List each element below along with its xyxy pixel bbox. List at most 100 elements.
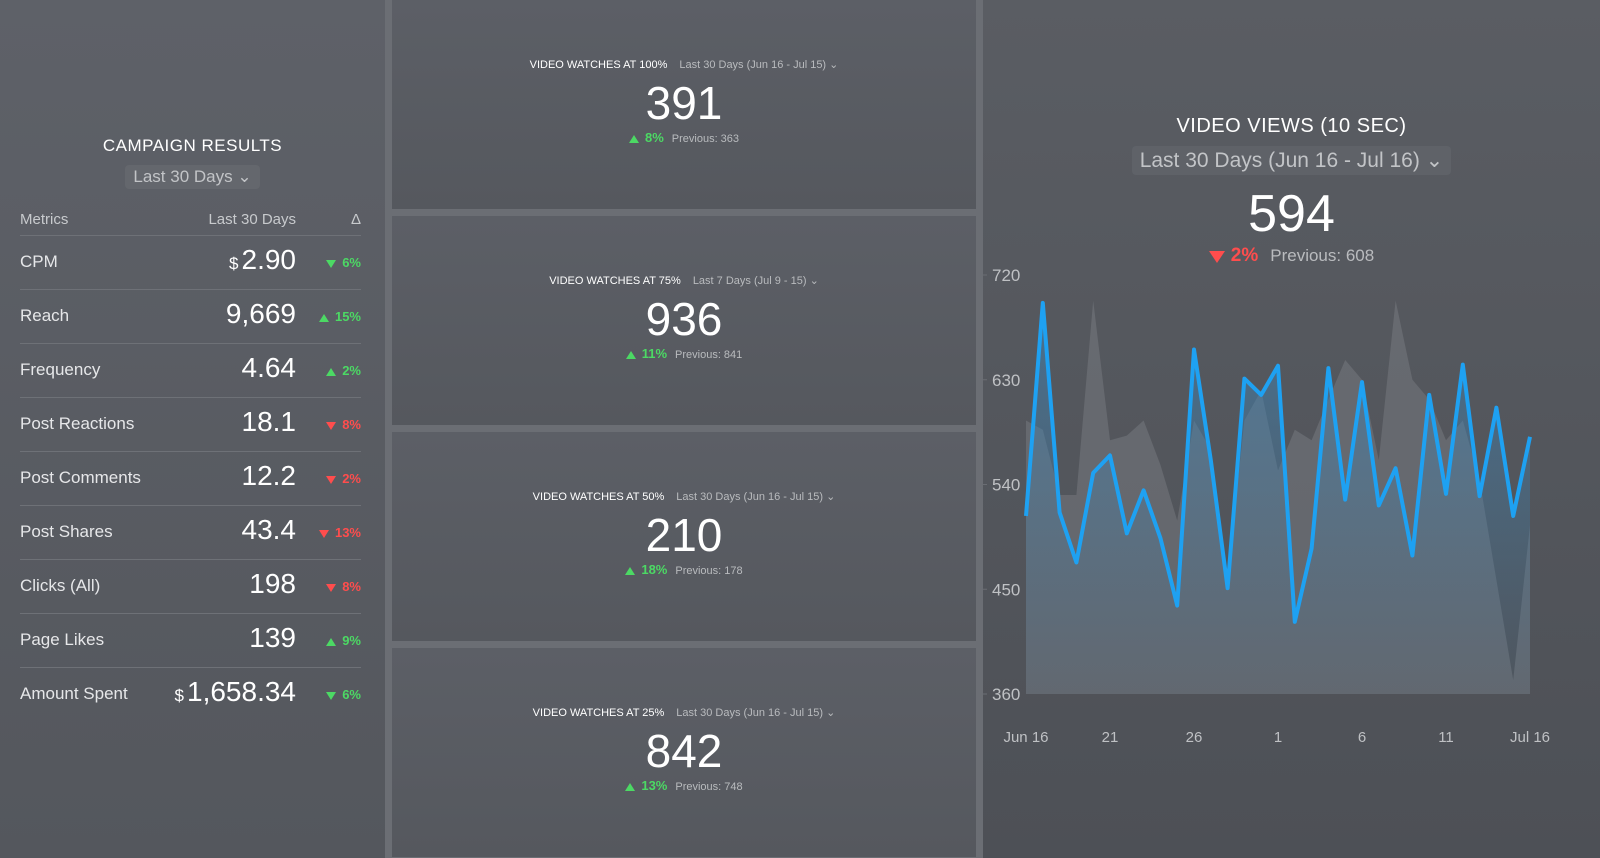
period-label: Last 30 Days (Jun 16 - Jul 15) — [679, 59, 827, 71]
tiles-column: VIDEO WATCHES AT 100% Last 30 Days (Jun 1… — [392, 0, 976, 858]
change-arrow — [326, 367, 337, 376]
change-percent: 2% — [1230, 245, 1259, 266]
metric-tile: VIDEO WATCHES AT 50% Last 30 Days (Jun 16… — [392, 432, 976, 641]
metric-name: Post Comments — [20, 468, 141, 487]
row-divider — [20, 235, 361, 236]
period-dropdown[interactable]: Last 30 Days (Jun 16 - Jul 15) ⌄ — [679, 59, 839, 71]
column-header: Last 30 Days — [208, 211, 296, 228]
change-percent: 6% — [342, 255, 361, 270]
tile-header: VIDEO WATCHES AT 25% Last 30 Days (Jun 16… — [392, 706, 976, 719]
x-tick-label: 1 — [1274, 729, 1282, 746]
change-percent: 2% — [342, 363, 361, 378]
change-percent: 8% — [644, 130, 664, 145]
x-tick-label: Jul 16 — [1510, 729, 1550, 746]
change-arrow — [625, 566, 636, 575]
period-dropdown[interactable]: Last 30 Days (Jun 16 - Jul 16) ⌄ — [1131, 146, 1452, 175]
tile-header: VIDEO WATCHES AT 50% Last 30 Days (Jun 16… — [392, 490, 976, 503]
metric-value-cell: 12.2 — [242, 460, 297, 492]
metric-value-cell: 4.64 — [242, 352, 297, 384]
tile-value: 936 — [645, 293, 723, 345]
change-arrow — [326, 259, 337, 268]
series-line — [1024, 300, 1532, 624]
metric-value: 198 — [249, 568, 296, 599]
y-tick-label: 450 — [992, 580, 1020, 599]
x-tick-label: 26 — [1186, 729, 1203, 746]
change-percent: 2% — [342, 471, 361, 486]
change-cell: 13% — [318, 525, 361, 540]
tile-title: VIDEO WATCHES AT 25% — [532, 707, 665, 719]
row-divider — [20, 505, 361, 506]
metric-value: 12.2 — [241, 460, 297, 491]
tile-value: 391 — [645, 77, 723, 129]
change-row: 8% Previous: 363 — [392, 130, 976, 145]
metric-name: Clicks (All) — [20, 576, 101, 595]
metric-name: Post Shares — [20, 522, 113, 541]
change-arrow — [1208, 250, 1225, 263]
metric-value: 139 — [249, 622, 296, 653]
period-dropdown[interactable]: Last 7 Days (Jul 9 - 15) ⌄ — [692, 275, 819, 287]
period-dropdown[interactable]: Last 30 Days ⌄ — [125, 165, 260, 189]
metric-value-cell: 18.1 — [242, 406, 297, 438]
period-label: Last 30 Days — [133, 167, 233, 186]
metric-name: Reach — [20, 306, 70, 325]
row-divider — [20, 667, 361, 668]
tile-header: VIDEO WATCHES AT 75% Last 7 Days (Jul 9 -… — [392, 274, 976, 287]
tile-value: 210 — [645, 509, 723, 561]
change-cell: 2% — [326, 471, 361, 486]
tile-value: 842 — [645, 725, 723, 777]
period-label: Last 7 Days (Jul 9 - 15) — [692, 275, 807, 287]
change-arrow — [326, 421, 337, 430]
row-divider — [20, 559, 361, 560]
metrics-table: Metrics Last 30 Days Δ CPM $2.90 6% Reach 9,669… — [20, 0, 361, 858]
video-views-panel: VIDEO VIEWS (10 SEC) Last 30 Days (Jun 1… — [983, 0, 1600, 858]
change-arrow — [326, 691, 337, 700]
metric-value: 9,669 — [225, 298, 296, 329]
metric-tile: VIDEO WATCHES AT 25% Last 30 Days (Jun 16… — [392, 648, 976, 857]
metric-tile: VIDEO WATCHES AT 75% Last 7 Days (Jul 9 -… — [392, 216, 976, 425]
previous-value: Previous: 178 — [675, 565, 743, 577]
period-dropdown[interactable]: Last 30 Days (Jun 16 - Jul 15) ⌄ — [676, 707, 836, 719]
change-arrow — [326, 475, 337, 484]
metric-value: 4.64 — [241, 352, 297, 383]
metric-name: Post Reactions — [20, 414, 135, 433]
metric-value-cell: 139 — [249, 622, 296, 654]
tile-header: VIDEO WATCHES AT 100% Last 30 Days (Jun 1… — [392, 58, 976, 71]
change-percent: 11% — [641, 346, 668, 361]
metric-value-cell: 9,669 — [226, 298, 296, 330]
tile-title: VIDEO WATCHES AT 50% — [532, 491, 665, 503]
change-cell: 6% — [326, 687, 361, 702]
metric-tile: VIDEO WATCHES AT 100% Last 30 Days (Jun 1… — [392, 0, 976, 209]
y-tick-label: 630 — [992, 371, 1020, 390]
x-tick-label: Jun 16 — [1003, 729, 1048, 746]
row-divider — [20, 397, 361, 398]
change-row: 11% Previous: 841 — [392, 346, 976, 361]
metric-name: Page Likes — [20, 630, 105, 649]
row-divider — [20, 451, 361, 452]
previous-value: Previous: 841 — [675, 349, 743, 361]
metric-value: 43.4 — [241, 514, 297, 545]
change-percent: 9% — [342, 633, 361, 648]
change-percent: 13% — [641, 778, 668, 793]
change-percent: 8% — [342, 579, 361, 594]
currency: $ — [229, 254, 239, 273]
x-tick-label: 6 — [1358, 729, 1366, 746]
change-percent: 18% — [641, 562, 668, 577]
big-value: 594 — [1248, 185, 1335, 243]
metric-value-cell: 198 — [249, 568, 296, 600]
change-arrow — [625, 350, 636, 359]
change-cell: 2% — [326, 363, 361, 378]
change-cell: 8% — [326, 417, 361, 432]
change-percent: 6% — [342, 687, 361, 702]
panel-title: CAMPAIGN RESULTS — [102, 136, 283, 155]
change-row: 18% Previous: 178 — [392, 562, 976, 577]
metric-name: Frequency — [20, 360, 101, 379]
change-cell: 6% — [326, 255, 361, 270]
column-header: Metrics — [20, 211, 69, 228]
period-label: Last 30 Days (Jun 16 - Jul 16) — [1139, 149, 1420, 172]
change-arrow — [326, 637, 337, 646]
line-chart: 360 450 540 630 720 Jun 16 21 26 1 6 11 Jul 16 — [983, 266, 1550, 746]
period-dropdown[interactable]: Last 30 Days (Jun 16 - Jul 15) ⌄ — [676, 491, 836, 503]
row-divider — [20, 289, 361, 290]
change-cell: 9% — [326, 633, 361, 648]
y-tick-label: 360 — [992, 685, 1020, 704]
